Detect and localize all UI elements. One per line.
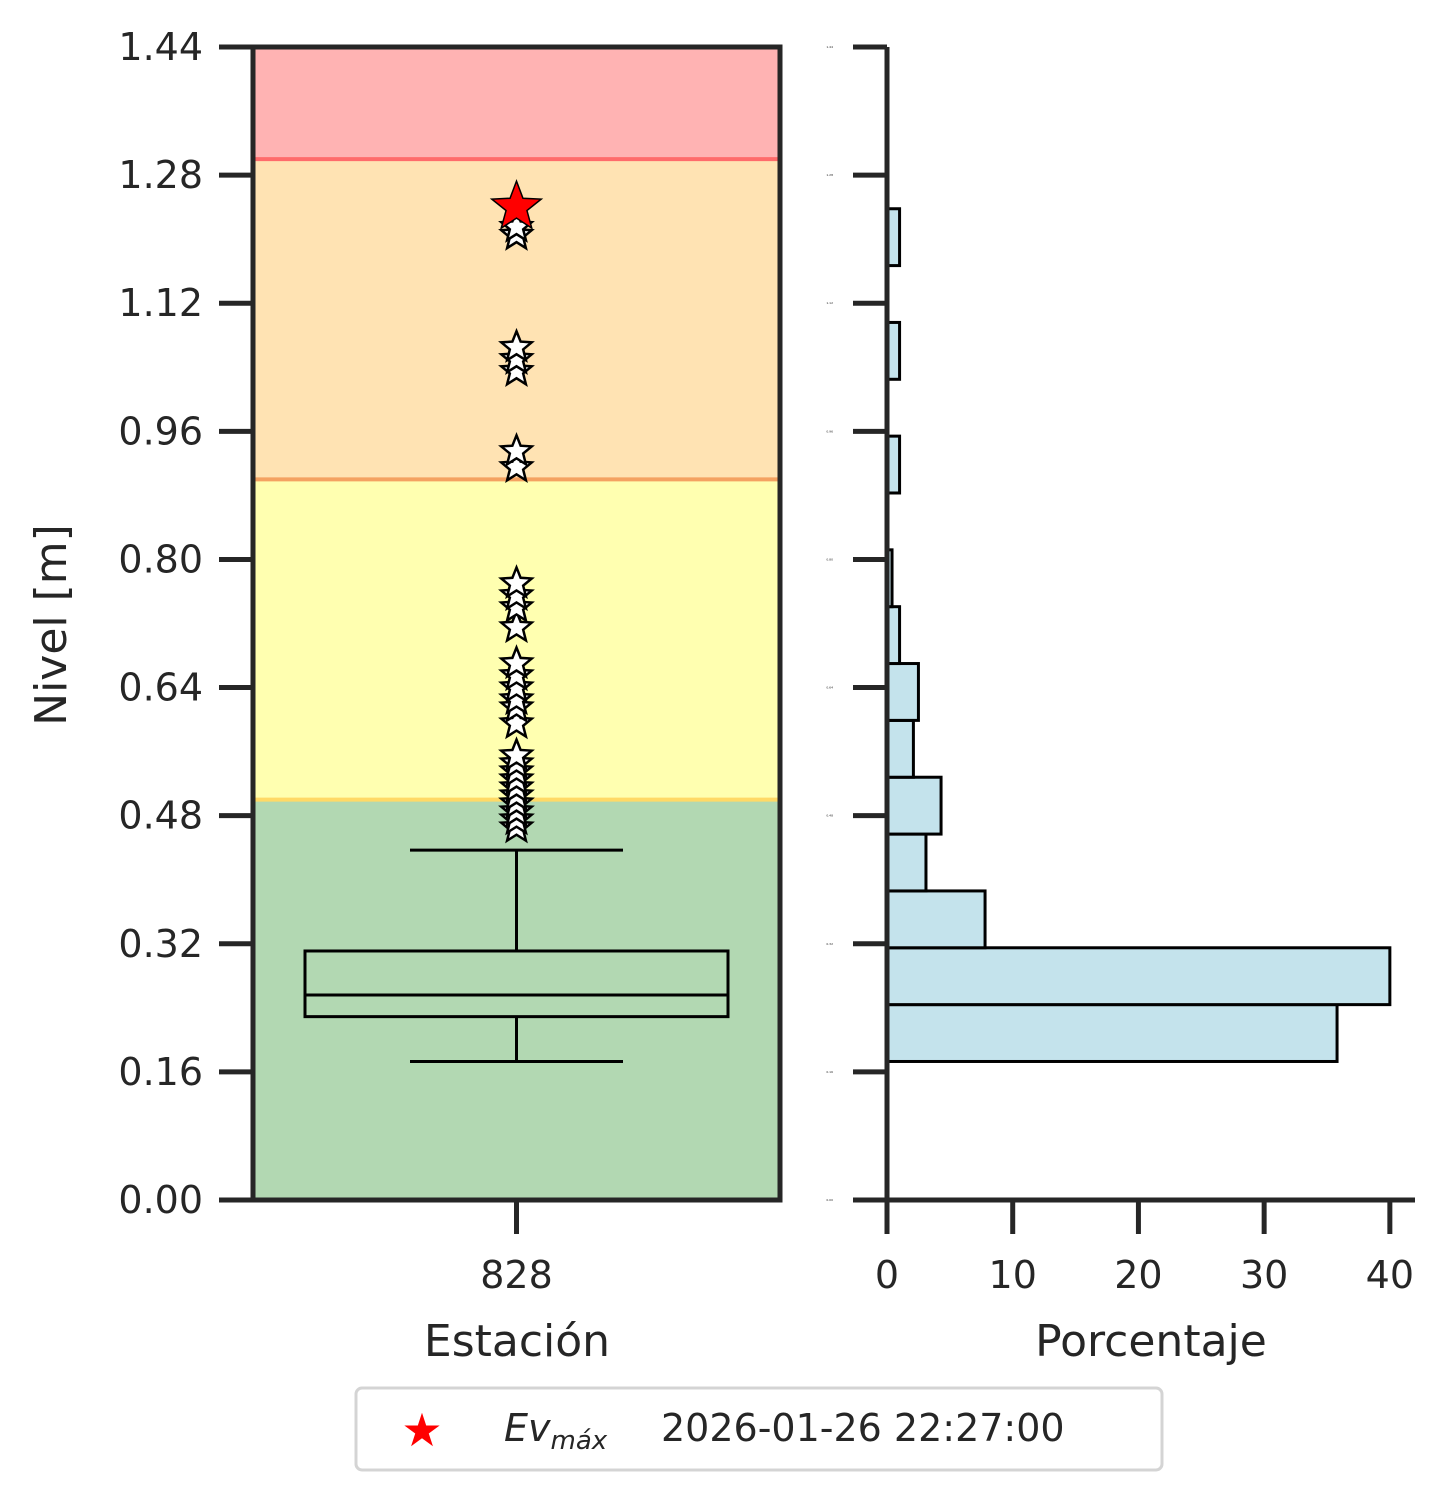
y-axis-label: Nivel [m] (26, 524, 77, 726)
outlier-points (489, 179, 544, 844)
outlier-point (498, 339, 535, 375)
histogram-y-tick-label: 0.96 (826, 429, 833, 433)
histogram-x-tick-label: 10 (989, 1253, 1037, 1297)
histogram-y-tick-label: 0.48 (826, 814, 833, 818)
histogram-y-tick-label: 0.80 (826, 557, 833, 561)
outlier-point (498, 644, 535, 680)
histogram-y-tick-label: 0.32 (826, 942, 833, 946)
outlier-point (498, 704, 535, 740)
box-iqr (303, 949, 730, 1019)
histogram-bar (885, 662, 920, 722)
histogram-y-tick-label: 0.00 (826, 1198, 833, 1202)
histogram-bar (885, 946, 1392, 1007)
histogram-x-axis-label: Porcentaje (1035, 1316, 1267, 1367)
outlier-point (498, 608, 535, 644)
legend-box (354, 1386, 1164, 1472)
outlier-point (498, 431, 535, 468)
histogram-y-tick-label: 1.28 (826, 173, 833, 177)
y-tick-label: 0.80 (118, 537, 203, 581)
histogram-x-ticks: 0 10 20 30 40 (875, 1200, 1414, 1297)
y-tick-label: 1.44 (118, 25, 203, 69)
legend: ★ Evmáx 2026-01-26 22:27:00 (354, 1386, 1164, 1472)
y-tick-label: 0.48 (118, 794, 203, 838)
histogram-y-tick-label: 1.44 (826, 45, 833, 49)
histogram-x-tick-label: 30 (1240, 1253, 1288, 1297)
x-axis-label: Estación (424, 1316, 610, 1367)
y-tick-label: 0.64 (118, 666, 203, 710)
histogram-bar (885, 718, 915, 779)
histogram-x-tick-label: 20 (1114, 1253, 1162, 1297)
legend-label-sub: máx (551, 1426, 608, 1456)
y-tick-label: 0.96 (118, 409, 203, 453)
y-tick-label: 0.32 (118, 922, 203, 966)
outlier-point (498, 447, 535, 484)
boxplot (303, 848, 730, 1063)
legend-label: Evmáx (504, 1406, 608, 1456)
legend-date: 2026-01-26 22:27:00 (661, 1406, 1065, 1450)
histogram-bar (885, 832, 928, 893)
y-tick-label: 1.28 (118, 153, 203, 197)
histogram-y-tick-label: 0.16 (826, 1070, 833, 1074)
histogram-axes (884, 47, 1415, 1203)
outlier-point (498, 736, 535, 772)
histogram-x-tick-label: 0 (875, 1253, 899, 1297)
legend-star-icon: ★ (401, 1403, 442, 1457)
histogram-panel: 0.00 0.16 0.32 0.48 0.64 0.80 0.96 1.12 1.28 1.44… (826, 44, 1415, 1367)
outlier-point (498, 588, 535, 624)
histogram-y-tick-label: 1.12 (826, 301, 833, 305)
y-tick-label: 0.16 (118, 1050, 203, 1094)
y-tick-label: 0.00 (118, 1178, 203, 1222)
outlier-point (498, 656, 535, 692)
outlier-point (498, 576, 535, 612)
histogram-bars (885, 207, 1392, 1063)
outlier-point (498, 351, 535, 387)
histogram-y-tick-label: 0.64 (826, 686, 833, 690)
legend-label-main: Ev (504, 1406, 551, 1450)
histogram-y-ticks: 0.00 0.16 0.32 0.48 0.64 0.80 0.96 1.12 1.28 1.44 (826, 44, 887, 1203)
y-axis-ticks: 0.00 0.16 0.32 0.48 0.64 0.80 0.96 1.12 1.28 1.44 (118, 25, 253, 1222)
histogram-bar (885, 889, 987, 950)
band-3 (253, 47, 780, 160)
outlier-point (498, 680, 535, 716)
boxplot-panel: 0.00 0.16 0.32 0.48 0.64 0.80 0.96 1.12 1.28 1.44… (26, 25, 783, 1367)
outlier-point (498, 327, 535, 363)
x-tick-label: 828 (480, 1253, 553, 1297)
histogram-bar (885, 1003, 1339, 1063)
histogram-x-tick-label: 40 (1366, 1253, 1414, 1297)
y-tick-label: 1.12 (118, 281, 203, 325)
max-event-point (489, 179, 544, 230)
x-axis-ticks: 828 (480, 1200, 553, 1297)
outlier-point (498, 564, 535, 600)
outlier-point (498, 668, 535, 704)
histogram-bar (885, 775, 943, 836)
